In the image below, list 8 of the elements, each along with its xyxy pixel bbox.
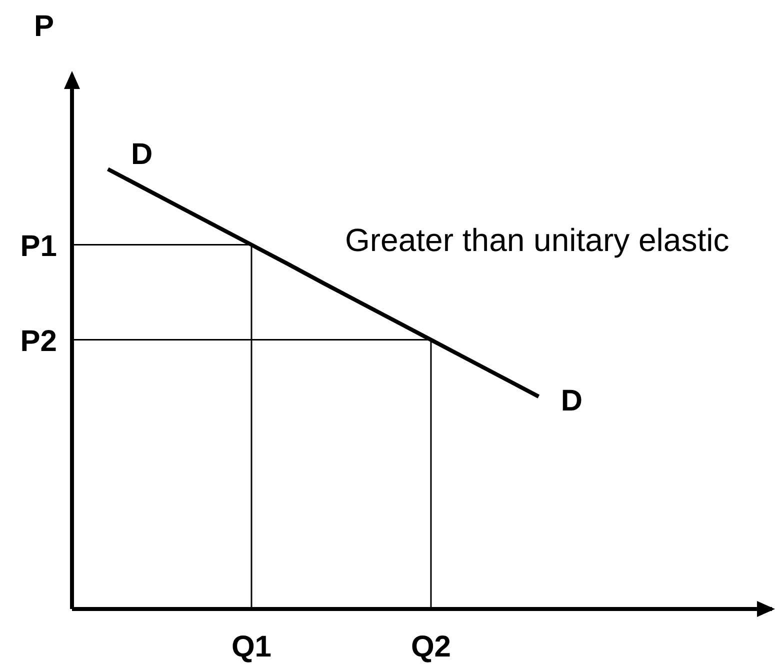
ref-line-label: P2 [20,324,57,358]
x-tick-label: Q2 [410,630,451,664]
ref-line-label: P1 [20,230,57,263]
y-axis-title: P [34,10,54,43]
series-label: D [131,138,153,172]
text: D [560,384,583,418]
annotation: Greater than unitary elastic [345,222,730,258]
x-tick-label: Q1 [231,630,272,664]
